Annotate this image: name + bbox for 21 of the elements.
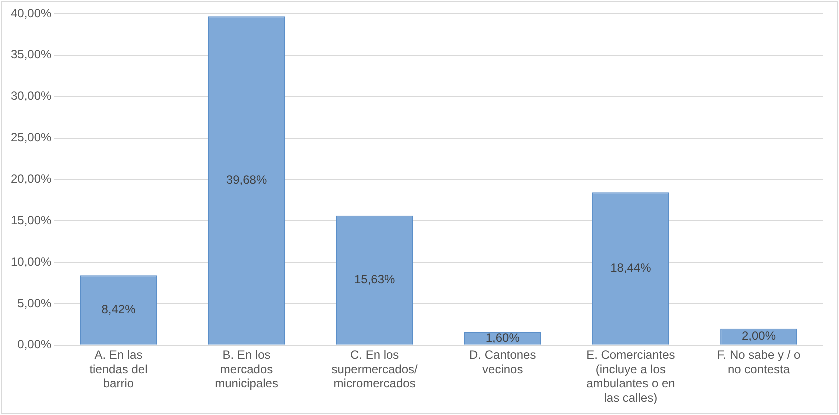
x-tick-label: C. En los supermercados/ micromercados bbox=[332, 348, 419, 391]
x-tick-label: E. Comerciantes (incluye a los ambulantes o en las calles) bbox=[586, 348, 676, 406]
y-tick-label: 30,00% bbox=[10, 89, 52, 104]
y-tick-label: 10,00% bbox=[10, 254, 52, 269]
data-label: 18,44% bbox=[610, 261, 652, 276]
data-label: 1,60% bbox=[486, 330, 520, 345]
y-tick-label: 5,00% bbox=[18, 296, 52, 310]
data-label: 39,68% bbox=[226, 173, 268, 188]
x-tick-label: D. Cantones vecinos bbox=[470, 348, 536, 376]
data-label: 2,00% bbox=[742, 329, 776, 344]
x-tick-label: B. En los mercados municipales bbox=[215, 348, 278, 391]
x-tick-label: A. En las tiendas del barrio bbox=[90, 348, 148, 391]
data-label: 15,63% bbox=[354, 272, 396, 287]
y-tick-label: 0,00% bbox=[18, 338, 52, 352]
y-tick-label: 25,00% bbox=[10, 130, 52, 145]
y-tick-label: 40,00% bbox=[10, 6, 52, 20]
y-tick-label: 15,00% bbox=[10, 213, 52, 228]
x-tick-label: F. No sabe y / o no contesta bbox=[717, 348, 801, 376]
y-tick-label: 20,00% bbox=[10, 172, 52, 186]
y-tick-label: 35,00% bbox=[10, 48, 52, 62]
data-label: 8,42% bbox=[102, 302, 136, 317]
